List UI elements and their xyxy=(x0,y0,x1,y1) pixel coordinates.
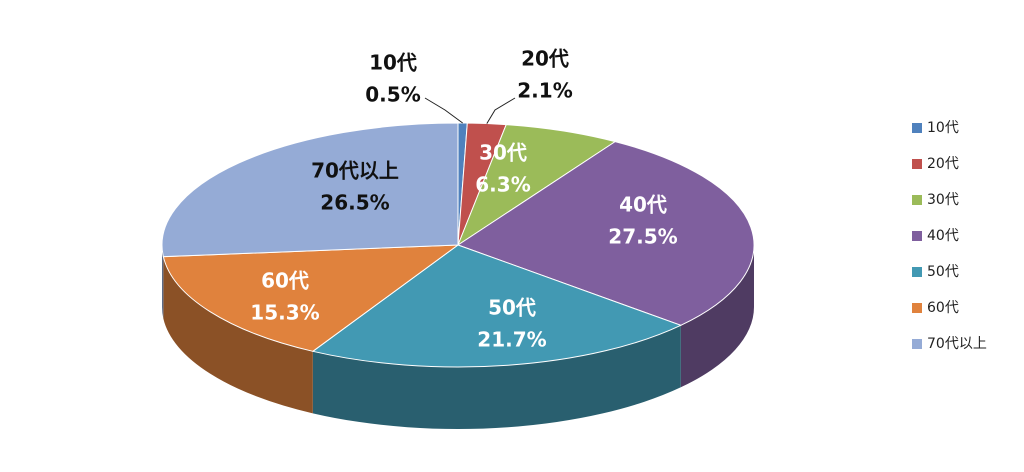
pie-slice xyxy=(456,141,755,326)
slice-label: 30代 xyxy=(479,141,527,165)
pie-slice xyxy=(161,122,459,258)
legend-label: 50代 xyxy=(927,264,959,280)
slice-label: 20代 xyxy=(521,47,569,71)
slice-value: 15.3% xyxy=(250,301,319,325)
legend-swatch xyxy=(912,195,922,205)
legend-label: 30代 xyxy=(927,192,959,208)
pie-side xyxy=(162,245,164,319)
slice-value: 2.1% xyxy=(517,79,572,103)
slice-label: 10代 xyxy=(369,51,417,75)
pie-slice xyxy=(311,244,683,368)
slice-label: 50代 xyxy=(488,296,536,320)
legend-swatch xyxy=(912,123,922,133)
legend-label: 40代 xyxy=(927,228,959,244)
legend-swatch xyxy=(912,303,922,313)
slice-value: 21.7% xyxy=(477,328,546,352)
leader-line xyxy=(424,97,463,124)
legend-label: 10代 xyxy=(927,120,959,136)
pie-side xyxy=(680,245,754,388)
pie-side xyxy=(163,256,313,414)
legend-swatch xyxy=(912,231,922,241)
pie-slice xyxy=(162,244,460,352)
slice-label: 70代以上 xyxy=(311,159,399,183)
legend-swatch xyxy=(912,159,922,169)
legend-swatch xyxy=(912,267,922,277)
slice-value: 6.3% xyxy=(475,173,530,197)
slice-value: 27.5% xyxy=(608,225,677,249)
legend-swatch xyxy=(912,339,922,349)
legend-label: 70代以上 xyxy=(927,336,987,352)
leader-line xyxy=(486,97,516,124)
slice-value: 0.5% xyxy=(365,83,420,107)
pie-side xyxy=(312,325,681,429)
slice-label: 60代 xyxy=(261,269,309,293)
slice-label: 40代 xyxy=(619,193,667,217)
legend-label: 60代 xyxy=(927,300,959,316)
legend-label: 20代 xyxy=(927,156,959,172)
pie-slice xyxy=(456,124,617,247)
slice-value: 26.5% xyxy=(320,191,389,215)
